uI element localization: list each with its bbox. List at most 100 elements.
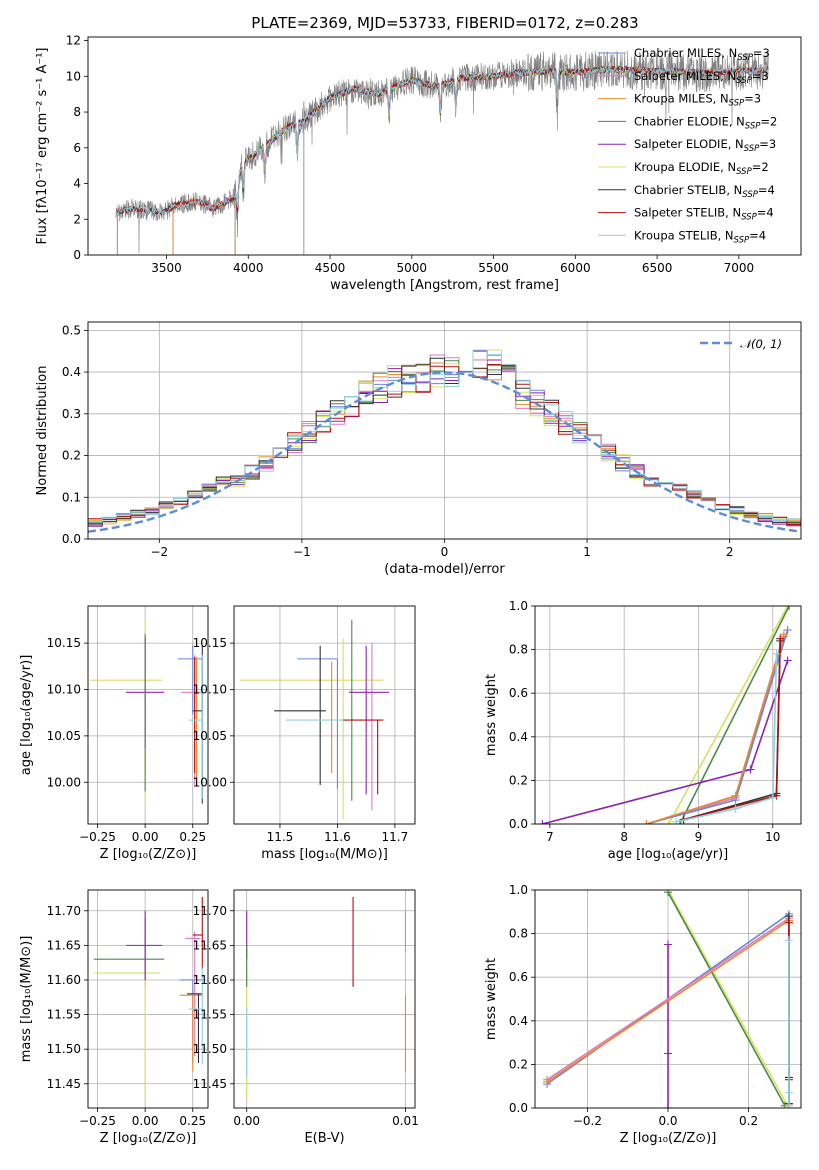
errorbar-chabrier-stelib (187, 993, 203, 1064)
gaussian-curve (88, 371, 799, 533)
y-tick-label: 0.4 (62, 365, 81, 379)
weight-marker (784, 918, 793, 927)
y-tick-label: 0.2 (509, 773, 528, 787)
spectrum-frame (87, 36, 802, 256)
errorbar-kroupa-elodie (89, 619, 163, 806)
y-tick-label: 1.0 (509, 599, 528, 613)
y-tick-label: 10.10 (47, 682, 81, 696)
y-tick-label: 10.00 (193, 775, 227, 789)
legend-entry-count: =2 (752, 160, 769, 174)
legend-entry-sub: SSP (737, 53, 753, 63)
legend-entry-name: Salpeter ELODIE, N (634, 137, 744, 151)
legend-entry-name: Chabrier STELIB, N (634, 183, 742, 197)
y-tick-label: 10.10 (193, 682, 227, 696)
y-tick-label: 11.45 (193, 1077, 227, 1091)
x-tick-label: −2 (150, 545, 168, 559)
legend-entry: Kroupa STELIB, NSSP=4 (634, 228, 766, 245)
residuals-panel: −2 −1 0 1 2 0.0 0.1 0.2 0.3 0.4 0.5 (data-model)/er… (35, 321, 802, 577)
errorbar-salpeter-stelib (343, 719, 384, 795)
weight-line-kroupa-elodie (667, 606, 789, 824)
weight-marker (543, 1077, 552, 1086)
legend-entry-sub: SSP (736, 76, 752, 86)
mass_vs_Z-frame (87, 889, 209, 1109)
x-tick-label: 0.00 (233, 1114, 260, 1128)
spectrum-ylabel: Flux [fλ10⁻¹⁷ erg cm⁻² s⁻¹ A⁻¹] (35, 48, 50, 245)
errorbar-chabrier-miles (297, 658, 338, 789)
legend-entry: Kroupa ELODIE, NSSP=2 (634, 160, 769, 177)
x-tick-label: −0.2 (573, 1114, 602, 1128)
x-tick-label: 1 (583, 545, 591, 559)
legend-entry: Chabrier MILES, NSSP=3 (634, 46, 770, 63)
weight-marker (672, 817, 681, 824)
age_vs_Z-ylabel: age [log₁₀(age/yr)] (19, 655, 34, 776)
weight-marker (768, 793, 777, 802)
model-line-chabrier-elodie (234, 64, 704, 255)
x-tick-label: 0 (441, 545, 449, 559)
weight-marker (784, 1088, 793, 1097)
x-tick-label: 5000 (397, 261, 428, 275)
x-tick-label: 4000 (233, 261, 264, 275)
y-tick-label: 2 (73, 212, 81, 226)
x-tick-label: 11.6 (324, 830, 351, 844)
model-line-kroupa-elodie (234, 65, 704, 255)
model-line-kroupa-stelib (116, 64, 769, 255)
massweight_vs_age-xlabel: age [log₁₀(age/yr)] (608, 847, 729, 862)
legend-entry-count: =3 (752, 69, 769, 83)
histogram-kroupa-stelib (88, 349, 801, 523)
legend-entry-count: =2 (760, 114, 777, 128)
weight-marker (772, 649, 781, 658)
weight-line-chabrier-elodie (667, 891, 786, 1107)
legend-entry-count: =3 (744, 92, 761, 106)
y-tick-label: 10.05 (47, 729, 81, 743)
weight-marker (784, 1101, 793, 1108)
legend-entry-name: Kroupa MILES, N (634, 92, 729, 106)
weight-marker (785, 606, 794, 610)
legend-entry: Chabrier STELIB, NSSP=4 (634, 183, 775, 200)
weight-marker (664, 890, 672, 897)
mass_vs_Z-plot-area (93, 896, 203, 1098)
errorbar-chabrier-elodie (93, 917, 165, 987)
massweight_vs_Z-plot-area (543, 890, 793, 1108)
y-tick-label: 0.0 (509, 817, 528, 831)
y-tick-label: 0.2 (509, 1057, 528, 1071)
legend-entry-name: Kroupa STELIB, N (634, 228, 734, 242)
y-tick-label: 11.70 (193, 904, 227, 918)
y-tick-label: 0.1 (62, 490, 81, 504)
weight-marker (664, 820, 673, 824)
weight-marker (664, 1104, 672, 1108)
mass_vs_ebv-plot-area (246, 896, 407, 1098)
age_vs_Z-frame (87, 605, 209, 825)
x-tick-label: 11.7 (382, 830, 409, 844)
y-tick-label: 0.4 (509, 730, 528, 744)
weight-marker (731, 791, 740, 800)
weight-line-kroupa-stelib (676, 653, 778, 823)
x-tick-label: 11.5 (267, 830, 294, 844)
y-tick-label: 0.2 (62, 449, 81, 463)
massweight_vs_Z-ylabel: mass weight (484, 958, 499, 1040)
errorbar-chabrier-miles (177, 644, 203, 715)
age_vs_Z-panel: −0.25 0.00 0.25 10.00 10.05 10.10 10.15 Z [log₁… (19, 605, 209, 862)
mass_vs_ebv-frame (233, 889, 416, 1109)
legend-entry-sub: SSP (745, 121, 761, 131)
y-tick-label: 11.70 (47, 904, 81, 918)
errorbar-kroupa-stelib (188, 967, 203, 1065)
weight-line-kroupa-elodie (667, 890, 790, 1108)
legend-entry-count: =4 (757, 206, 774, 220)
y-tick-label: 11.65 (193, 938, 227, 952)
massweight_vs_age-frame (534, 605, 802, 825)
y-tick-label: 0 (73, 248, 81, 262)
legend-entry: Kroupa MILES, NSSP=3 (634, 92, 761, 109)
y-tick-label: 11.55 (47, 1008, 81, 1022)
massweight_vs_age-panel: 7 8 9 10 0.0 0.2 0.4 0.6 0.8 1.0 age [log₁₀(age/yr… (484, 599, 802, 862)
spectrum-panel: 3500 4000 4500 5000 5500 6000 6500 7000 0 2 4 6 8 10 1… (35, 34, 802, 293)
x-tick-label: 0.00 (132, 830, 159, 844)
spectrum-xlabel: wavelength [Angstrom, rest frame] (330, 278, 559, 293)
x-tick-label: 4500 (315, 261, 346, 275)
y-tick-label: 0.6 (509, 970, 528, 984)
x-tick-label: 8 (620, 830, 628, 844)
weight-line-kroupa-miles (546, 919, 790, 1083)
weight-marker (779, 630, 788, 639)
y-tick-label: 10.15 (47, 636, 81, 650)
y-tick-label: 11.50 (193, 1042, 227, 1056)
